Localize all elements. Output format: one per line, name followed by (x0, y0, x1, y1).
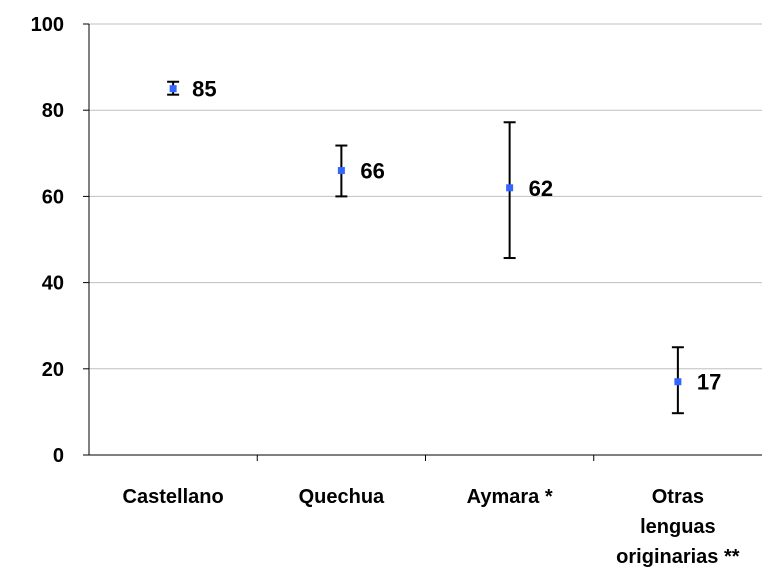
x-tick-label: Castellano (123, 486, 224, 508)
x-tick-label: Aymara * (467, 486, 553, 508)
gridlines (89, 23, 762, 370)
data-labels: 85 66 62 17 (192, 77, 721, 395)
data-label: 62 (529, 176, 553, 201)
data-point (337, 167, 345, 175)
y-tick-label: 40 (42, 273, 64, 295)
data-label: 17 (697, 370, 721, 395)
data-point (674, 378, 682, 386)
data-points (169, 85, 682, 386)
x-tick-labels: Castellano Quechua Aymara * Otras lenguas ori… (123, 486, 740, 568)
y-tick-label: 100 (31, 14, 64, 36)
data-label: 66 (360, 159, 384, 184)
y-tick-label: 0 (53, 445, 64, 467)
data-label: 85 (192, 77, 216, 102)
y-tick-labels: 0 20 40 60 80 100 (31, 14, 64, 467)
x-tick-label: Otras lenguas originarias ** (616, 486, 740, 568)
y-tick-label: 60 (42, 186, 64, 208)
y-tick-label: 80 (42, 100, 64, 122)
axes (83, 23, 762, 461)
data-point (506, 184, 514, 192)
y-tick-label: 20 (42, 359, 64, 381)
x-tick-label: Quechua (299, 486, 385, 508)
error-bars (167, 80, 684, 415)
data-point (169, 85, 177, 93)
